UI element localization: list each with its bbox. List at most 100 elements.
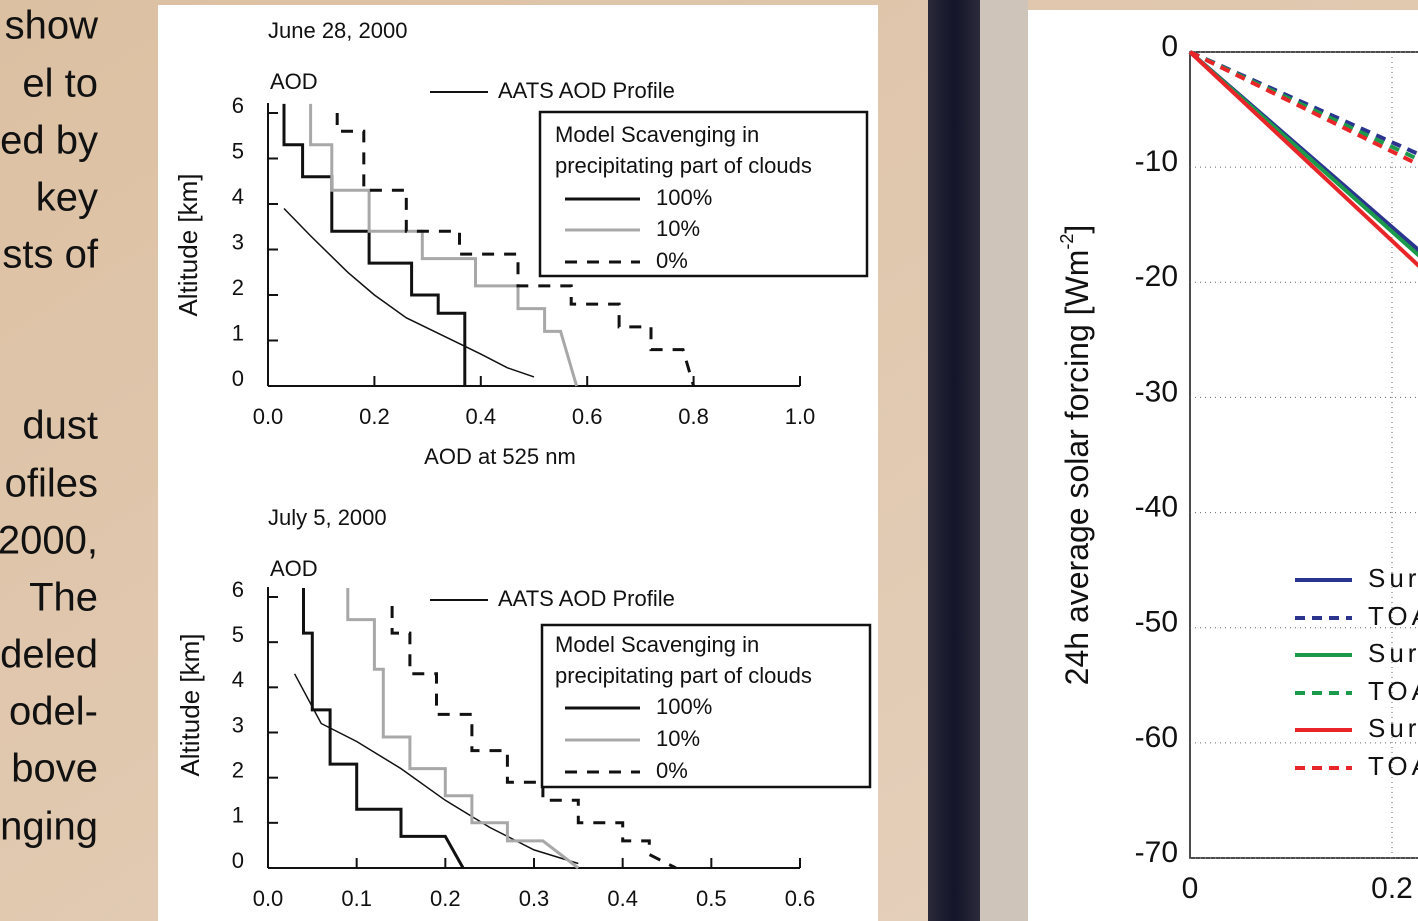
y-tick-label: -50	[1135, 606, 1178, 639]
slide-text: el to	[22, 62, 98, 106]
y-axis-label-sup: -2	[1057, 234, 1077, 250]
legend-label: 0%	[656, 758, 688, 783]
y-tick-label: 2	[232, 275, 244, 300]
slide-text: odel-	[9, 690, 98, 734]
chart: July 5, 2000 AOD Altitude [km] 0 1 2 3 4 5 6 0.0 0.…	[175, 505, 872, 911]
y-tick-label: 0	[1161, 30, 1178, 63]
chart: 24h average solar forcing [Wm-2]0-10-20-…	[1057, 30, 1418, 905]
y-tick-label: -60	[1135, 721, 1178, 754]
x-tick-label: 0.6	[572, 404, 603, 429]
x-tick-label: 0.0	[253, 886, 284, 911]
slide-text: The	[29, 576, 98, 620]
data-line	[1188, 50, 1418, 268]
y-tick-label: 0	[232, 848, 244, 873]
legend-label: Sur	[1368, 563, 1418, 593]
y-axis-label: Altitude [km]	[175, 633, 205, 776]
data-line	[309, 103, 579, 387]
slide-text: key	[36, 176, 98, 220]
slide-text: ofiles	[5, 462, 98, 506]
x-tick-label: 0.0	[253, 404, 284, 429]
y-tick-label: 2	[232, 757, 244, 782]
content: show el to ed by key sts of dust ofiles 2000, Th…	[0, 4, 1418, 911]
legend-label: 100%	[656, 185, 712, 210]
y-axis-label-text: Altitude [km]	[175, 633, 205, 776]
legend-label: TOA	[1368, 601, 1418, 631]
x-axis-label: AOD at 525 nm	[424, 444, 576, 469]
y-tick-label: -40	[1135, 490, 1178, 523]
data-line	[1189, 50, 1418, 157]
legend-label: 10%	[656, 216, 700, 241]
y-tick-label: 1	[232, 320, 244, 345]
x-tick-label: 0.8	[678, 404, 709, 429]
legend-label: AATS AOD Profile	[498, 78, 675, 103]
legend-box	[540, 623, 872, 789]
y-tick-label: 0	[232, 366, 244, 391]
x-tick-label: 0.2	[430, 886, 461, 911]
x-tick-label: 1.0	[785, 404, 816, 429]
data-line	[390, 606, 677, 870]
x-tick-label: 0.6	[785, 886, 816, 911]
data-line	[283, 207, 535, 378]
legend-label: 10%	[656, 726, 700, 751]
legend-title: precipitating part of clouds	[555, 663, 812, 688]
legend-title: precipitating part of clouds	[555, 153, 812, 178]
slide-text: ed by	[0, 119, 98, 163]
legend-label: Sur	[1368, 638, 1418, 668]
legend-label: 100%	[656, 694, 712, 719]
data-line	[1189, 50, 1418, 162]
chart-title: July 5, 2000	[268, 505, 387, 530]
x-tick-label: 0.4	[466, 404, 497, 429]
slide-text: sts of	[2, 233, 98, 277]
x-tick-label: 0.4	[607, 886, 638, 911]
margin	[980, 0, 1028, 921]
x-tick-label: 0.3	[519, 886, 550, 911]
data-line	[282, 103, 467, 386]
y-tick-label: 3	[232, 229, 244, 254]
legend-label: TOA	[1368, 676, 1418, 706]
y-tick-label: -10	[1135, 145, 1178, 178]
divider	[928, 0, 980, 921]
data-line	[293, 673, 579, 865]
slide-text: dust	[22, 404, 98, 448]
y-tick-label: 6	[232, 93, 244, 118]
slide-text: bove	[11, 747, 98, 791]
x-tick-label: 0.2	[359, 404, 390, 429]
y-tick-label: -30	[1135, 375, 1178, 408]
annotation: AOD	[270, 556, 318, 581]
data-line	[335, 113, 696, 387]
figure-panel	[1028, 10, 1418, 921]
legend-label: 0%	[656, 248, 688, 273]
legend-title: Model Scavenging in	[555, 122, 759, 147]
y-tick-label: -70	[1135, 836, 1178, 869]
slide-text: show	[5, 4, 98, 48]
y-tick-label: 4	[232, 667, 244, 692]
data-line	[1189, 50, 1418, 167]
slide-text: nging	[0, 805, 98, 849]
slide-text: 2000,	[0, 519, 98, 563]
y-axis-label: 24h average solar forcing [Wm-2]	[1057, 225, 1096, 686]
y-tick-label: 5	[232, 622, 244, 647]
y-tick-label: 4	[232, 184, 244, 209]
y-tick-label: 6	[232, 577, 244, 602]
x-tick-label: 0.1	[341, 886, 372, 911]
chart: June 28, 2000 AOD AOD at 525 nm Altitude [k…	[173, 18, 869, 469]
legend-title: Model Scavenging in	[555, 632, 759, 657]
x-tick-label: 0.2	[1371, 872, 1413, 905]
chart-title: June 28, 2000	[268, 18, 407, 43]
y-tick-label: 1	[232, 803, 244, 828]
legend-label: TOA	[1368, 751, 1418, 781]
y-axis-label-end: ]	[1059, 225, 1095, 234]
annotation: AOD	[270, 69, 318, 94]
y-axis-label: Altitude [km]	[173, 173, 203, 316]
legend-label: AATS AOD Profile	[498, 586, 675, 611]
legend-label: Sur	[1368, 713, 1418, 743]
y-tick-label: 5	[232, 138, 244, 163]
legend-box	[538, 110, 869, 278]
y-axis-label-text: Altitude [km]	[173, 173, 203, 316]
x-tick-label: 0.5	[696, 886, 727, 911]
data-line	[302, 588, 465, 869]
x-tick-label: 0	[1182, 872, 1199, 905]
y-tick-label: -20	[1135, 260, 1178, 293]
